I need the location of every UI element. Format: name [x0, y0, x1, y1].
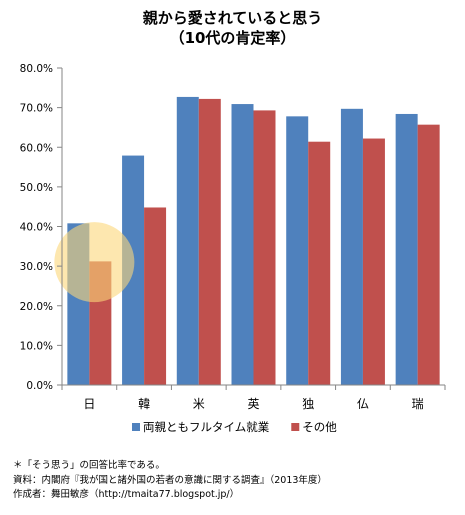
highlight-circle: [54, 222, 135, 303]
y-tick-label: 30.0%: [20, 261, 53, 273]
bar-chart: 0.0% 10.0% 20.0% 30.0% 40.0% 50.0% 60.0% 70.0% 8…: [20, 63, 446, 434]
axis-layer: 0.0% 10.0% 20.0% 30.0% 40.0% 50.0% 60.0% 70.0% 8…: [20, 63, 446, 411]
bar-fulltime-2: [176, 96, 199, 386]
note-line: 作成者：舞田敏彦（http://tmaita77.blogspot.jp/）: [13, 489, 240, 500]
y-tick-label: 10.0%: [20, 340, 53, 352]
x-tick-label: 日: [83, 397, 95, 411]
x-tick-label: 独: [302, 397, 314, 411]
note-line: 資料：内閣府『我が国と諸外国の若者の意識に関する調査』（2013年度）: [13, 474, 327, 486]
chart-title-main: 親から愛されていると思う: [142, 9, 323, 27]
y-tick-label: 50.0%: [20, 182, 53, 194]
y-tick-label: 20.0%: [20, 301, 53, 313]
x-tick-label: 瑞: [412, 397, 424, 411]
bar-other-5: [362, 138, 385, 385]
x-tick-label: 韓: [138, 397, 150, 411]
notes: ＊「そう思う」の回答比率である。 資料：内閣府『我が国と諸外国の若者の意識に関す…: [13, 459, 327, 503]
bar-other-4: [308, 141, 331, 385]
bar-fulltime-3: [231, 104, 254, 385]
x-tick-label: 米: [193, 397, 205, 411]
bar-fulltime-4: [286, 116, 309, 385]
chart-subtitle: （10代の肯定率）: [169, 29, 296, 47]
y-tick-label: 60.0%: [20, 142, 53, 154]
y-tick-label: 40.0%: [20, 222, 53, 234]
bar-other-3: [253, 110, 276, 386]
legend: 両親ともフルタイム就業 その他: [132, 420, 337, 434]
y-tick-label: 0.0%: [26, 380, 53, 392]
legend-label-1: その他: [302, 420, 337, 434]
y-tick-label: 80.0%: [20, 63, 53, 75]
bar-other-6: [417, 124, 440, 385]
bar-fulltime-6: [395, 113, 418, 385]
legend-swatch-1: [291, 423, 300, 431]
bars-layer: [54, 96, 440, 386]
bar-other-2: [198, 98, 221, 385]
y-tick-label: 70.0%: [20, 103, 53, 115]
x-tick-label: 英: [247, 397, 259, 411]
bar-fulltime-5: [340, 108, 363, 385]
legend-label-0: 両親ともフルタイム就業: [143, 420, 270, 434]
x-tick-label: 仏: [357, 397, 369, 411]
bar-other-1: [144, 207, 167, 385]
legend-swatch-0: [132, 423, 140, 431]
note-line: ＊「そう思う」の回答比率である。: [13, 460, 165, 471]
chart-title: 親から愛されていると思う （10代の肯定率）: [0, 8, 465, 48]
